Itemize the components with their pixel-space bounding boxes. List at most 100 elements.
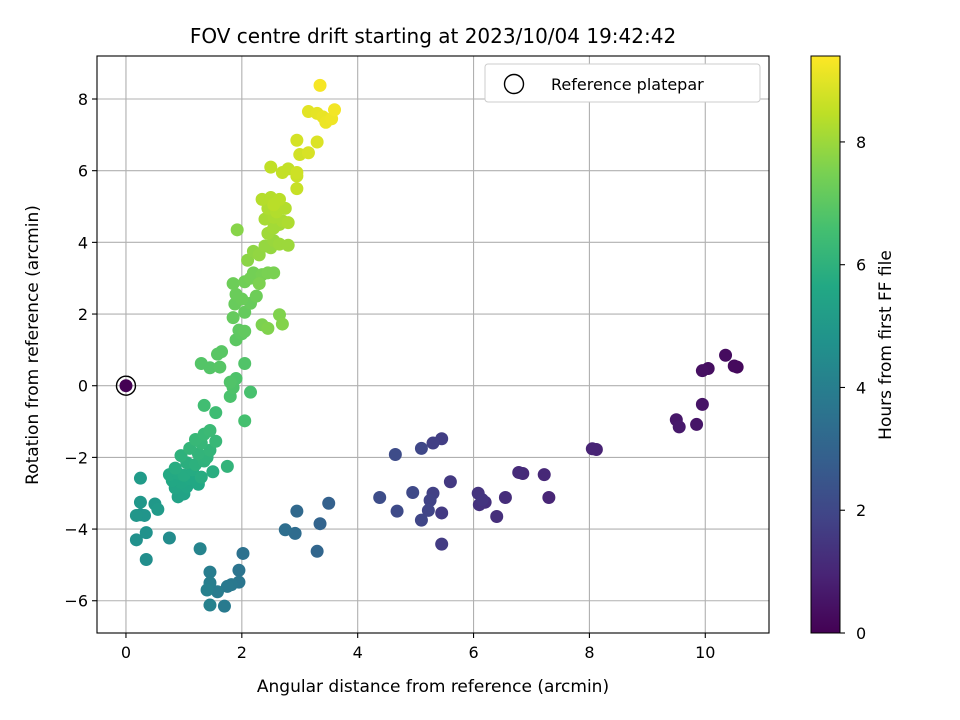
colorbar-label: Hours from first FF file [876, 250, 896, 440]
y-tick-label: −2 [64, 448, 88, 467]
data-point [249, 289, 263, 303]
data-point [209, 434, 223, 448]
data-point [727, 359, 741, 373]
data-point [119, 379, 133, 393]
data-point [690, 417, 704, 431]
data-point [278, 523, 292, 537]
data-point [267, 266, 281, 280]
data-point [261, 321, 275, 335]
data-point [162, 531, 176, 545]
data-point [203, 565, 217, 579]
colorbar-tick-label: 8 [856, 133, 866, 152]
data-point [139, 526, 153, 540]
data-point [695, 397, 709, 411]
data-point [236, 546, 250, 560]
y-tick-label: −4 [64, 520, 88, 539]
x-tick-label: 2 [237, 643, 247, 662]
data-point [426, 436, 440, 450]
x-tick-label: 10 [695, 643, 715, 662]
data-point [719, 348, 733, 362]
x-tick-label: 0 [121, 643, 131, 662]
y-axis-label: Rotation from reference (arcmin) [23, 205, 43, 485]
plot-frame [96, 55, 770, 634]
data-point [290, 504, 304, 518]
data-point [275, 317, 289, 331]
data-point [414, 513, 428, 527]
data-point [310, 544, 324, 558]
colorbar-tick-label: 0 [856, 624, 866, 643]
data-point [390, 504, 404, 518]
data-point [313, 517, 327, 531]
data-point [139, 553, 153, 567]
data-point [194, 470, 208, 484]
data-point [695, 364, 709, 378]
y-tick-label: 4 [78, 233, 88, 252]
data-point [210, 585, 224, 599]
x-axis-label: Angular distance from reference (arcmin) [257, 677, 609, 697]
data-point [421, 503, 435, 517]
data-point [423, 493, 437, 507]
data-point [290, 165, 304, 179]
data-point [129, 508, 143, 522]
data-point [252, 277, 266, 291]
data-point [322, 496, 336, 510]
data-point [226, 311, 240, 325]
data-point [200, 583, 214, 597]
data-point [197, 398, 211, 412]
x-tick-label: 4 [353, 643, 363, 662]
data-point [313, 78, 327, 92]
data-point [210, 347, 224, 361]
data-point [133, 495, 147, 509]
data-point [328, 103, 342, 117]
data-point [281, 238, 295, 252]
data-point [281, 216, 295, 230]
y-tick-label: 0 [78, 377, 88, 396]
data-point [244, 385, 258, 399]
colorbar-tick-label: 6 [856, 256, 866, 275]
data-point [290, 182, 304, 196]
data-point [490, 510, 504, 524]
data-point [290, 133, 304, 147]
data-point [267, 198, 281, 212]
x-tick-label: 6 [468, 643, 478, 662]
data-point [129, 533, 143, 547]
data-point [193, 542, 207, 556]
data-point [213, 360, 227, 374]
data-point [229, 287, 243, 301]
reference-marker [115, 375, 137, 396]
chart-title: FOV centre drift starting at 2023/10/04 … [190, 24, 676, 48]
data-point [301, 146, 315, 160]
data-point [443, 475, 457, 489]
data-point [232, 563, 246, 577]
y-axis: −6 −4 −2 0 2 4 6 8 [64, 90, 97, 611]
y-tick-label: −6 [64, 592, 88, 611]
data-point [498, 491, 512, 505]
legend: Reference platepar [484, 63, 761, 103]
data-point [388, 448, 402, 462]
data-point [288, 526, 302, 540]
y-tick-label: 2 [78, 305, 88, 324]
data-point [264, 160, 278, 174]
data-points [115, 78, 744, 613]
data-point [133, 471, 147, 485]
data-point [435, 537, 449, 551]
data-point [512, 465, 526, 479]
data-point [475, 493, 489, 507]
data-point [406, 486, 420, 500]
data-point [435, 506, 449, 520]
data-point [585, 442, 599, 456]
y-tick-label: 8 [78, 90, 88, 109]
data-point [238, 356, 252, 370]
data-point [537, 468, 551, 482]
data-point [230, 223, 244, 237]
data-point [542, 491, 556, 505]
data-point [672, 420, 686, 434]
data-point [373, 491, 387, 505]
data-point [220, 459, 234, 473]
data-point [217, 599, 231, 613]
data-point [209, 406, 223, 420]
data-point [414, 441, 428, 455]
data-point [203, 598, 217, 612]
data-point [238, 324, 252, 338]
